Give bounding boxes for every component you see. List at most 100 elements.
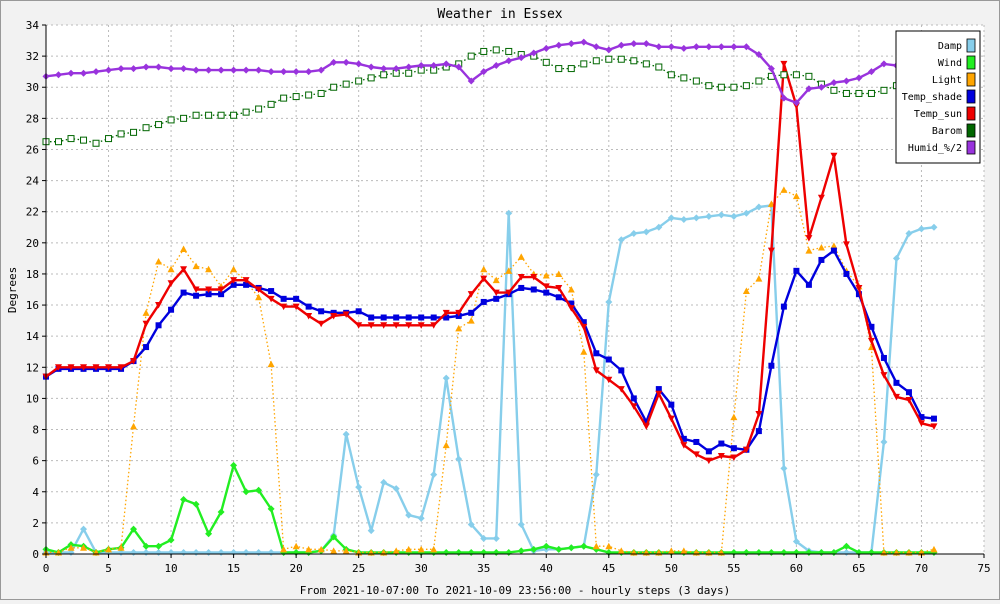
data-point-temp-shade: [818, 256, 825, 263]
data-point-temp-sun: [705, 457, 713, 465]
series-line-temp-sun: [45, 62, 935, 462]
data-point-temp-sun: [917, 420, 925, 427]
data-point-light: [730, 413, 738, 421]
data-point-humid-2: [430, 61, 438, 69]
data-point-humid-2: [517, 54, 525, 62]
data-point-humid-2: [92, 68, 100, 76]
data-point-temp-sun: [555, 284, 563, 292]
data-point-temp-sun: [405, 322, 413, 329]
y-tick-label: 6: [32, 455, 39, 468]
data-point-light: [505, 267, 513, 274]
data-point-temp-sun: [542, 283, 550, 290]
data-point-barom: [792, 71, 800, 79]
data-point-humid-2: [742, 43, 750, 51]
x-tick-label: 60: [790, 562, 803, 575]
data-point-barom: [805, 72, 813, 80]
data-point-barom: [130, 128, 138, 136]
data-point-temp-sun: [642, 423, 650, 430]
data-point-barom: [405, 69, 413, 77]
data-point-temp-shade: [155, 322, 162, 329]
data-point-barom: [142, 124, 150, 132]
data-point-humid-2: [492, 61, 500, 69]
data-point-temp-shade: [280, 295, 287, 302]
data-point-humid-2: [267, 68, 275, 76]
legend-swatch-light: [966, 72, 976, 87]
data-point-light: [405, 545, 413, 553]
data-point-temp-shade: [543, 289, 550, 296]
data-point-temp-shade: [680, 435, 687, 442]
data-point-light: [267, 360, 275, 368]
data-point-barom: [480, 47, 488, 55]
data-point-humid-2: [767, 65, 775, 73]
data-point-temp-sun: [630, 403, 638, 410]
data-point-barom: [230, 111, 238, 119]
y-tick-label: 22: [26, 206, 39, 219]
data-point-light: [430, 545, 438, 553]
data-point-damp: [492, 534, 500, 542]
data-point-temp-shade: [693, 438, 700, 445]
x-tick-label: 45: [602, 562, 615, 575]
data-point-barom: [467, 52, 475, 60]
data-point-light: [167, 265, 175, 273]
data-point-humid-2: [342, 58, 350, 66]
data-point-temp-sun: [755, 410, 763, 418]
data-point-temp-shade: [905, 389, 912, 396]
data-point-temp-sun: [492, 289, 500, 297]
data-point-light: [342, 547, 350, 554]
data-point-humid-2: [592, 43, 600, 51]
data-point-light: [592, 542, 600, 550]
data-point-light: [930, 545, 938, 553]
data-point-damp: [442, 374, 450, 382]
data-point-humid-2: [817, 83, 825, 91]
data-point-light: [742, 287, 750, 295]
data-point-temp-sun: [730, 454, 738, 462]
data-point-barom: [630, 57, 638, 65]
legend-swatch-temp-shade: [966, 89, 976, 104]
data-point-barom: [680, 74, 688, 82]
data-point-temp-sun: [867, 337, 875, 345]
x-tick-label: 55: [727, 562, 740, 575]
data-point-barom: [217, 111, 225, 119]
data-point-temp-sun: [442, 309, 450, 317]
data-point-barom: [617, 55, 625, 63]
data-point-damp: [880, 438, 888, 446]
data-point-temp-shade: [768, 362, 775, 369]
data-point-temp-shade: [530, 286, 537, 293]
y-tick-label: 2: [32, 517, 39, 530]
data-point-temp-sun: [342, 311, 350, 318]
data-point-light: [180, 245, 188, 253]
data-point-light: [667, 547, 675, 554]
data-point-light: [567, 286, 575, 293]
data-point-temp-sun: [517, 274, 525, 281]
data-point-temp-sun: [142, 320, 150, 328]
data-point-wind: [542, 542, 550, 550]
data-point-temp-shade: [330, 309, 337, 316]
data-point-light: [767, 200, 775, 207]
data-point-wind: [180, 496, 188, 504]
data-point-humid-2: [542, 44, 550, 52]
data-point-temp-sun: [680, 442, 688, 449]
data-point-damp: [905, 229, 913, 237]
data-point-temp-sun: [892, 393, 900, 401]
data-point-temp-sun: [605, 376, 613, 384]
y-tick-label: 10: [26, 392, 39, 405]
data-point-temp-sun: [467, 291, 475, 298]
data-point-barom: [717, 83, 725, 91]
data-point-temp-shade: [430, 314, 437, 321]
data-point-light: [255, 293, 263, 301]
data-point-humid-2: [730, 43, 738, 51]
series-humid-2: [42, 38, 938, 107]
data-point-humid-2: [467, 77, 475, 85]
data-point-light: [292, 542, 300, 550]
data-point-humid-2: [617, 41, 625, 49]
data-point-damp: [455, 455, 463, 463]
data-point-temp-sun: [105, 364, 113, 371]
data-point-wind: [255, 486, 263, 494]
data-point-temp-shade: [380, 314, 387, 321]
data-point-temp-shade: [180, 289, 187, 296]
data-point-light: [755, 275, 763, 282]
data-point-humid-2: [630, 40, 638, 48]
data-point-damp: [467, 520, 475, 528]
data-point-barom: [67, 135, 75, 143]
